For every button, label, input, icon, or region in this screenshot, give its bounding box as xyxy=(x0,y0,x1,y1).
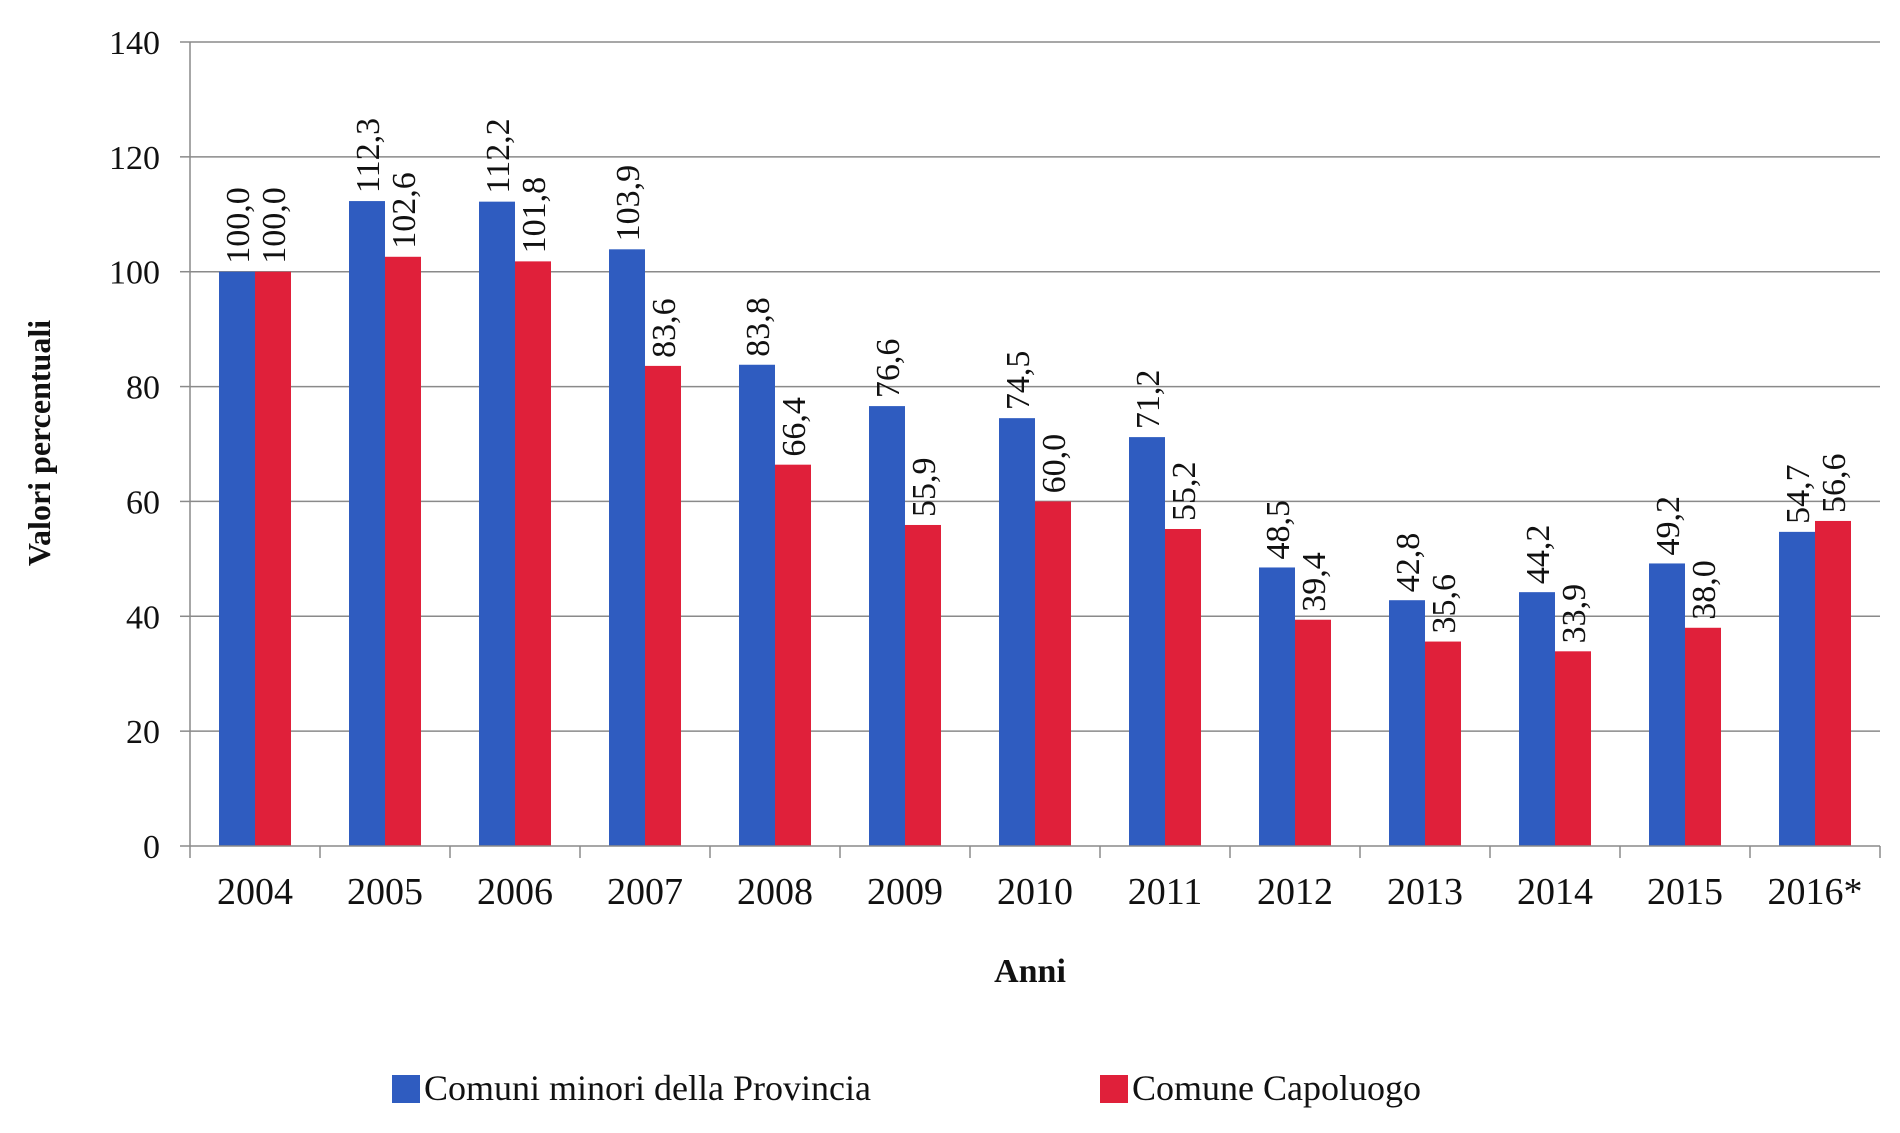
data-label-comuni-minori-2014: 44,2 xyxy=(1520,525,1557,585)
y-tick-labels: 0 20 40 60 80 100 120 140 xyxy=(109,25,160,866)
data-label-comune-capoluogo-2012: 39,4 xyxy=(1296,552,1333,612)
bar-comuni-minori-2012 xyxy=(1259,567,1295,846)
bar-comuni-minori-2015 xyxy=(1649,563,1685,846)
data-label-comuni-minori-2016: 54,7 xyxy=(1780,464,1817,524)
bar-comune-capoluogo-2010 xyxy=(1035,501,1071,846)
y-tick-label-20: 20 xyxy=(126,714,160,751)
bar-comune-capoluogo-2005 xyxy=(385,256,421,847)
x-tick-labels: 2004 2005 2006 2007 2008 2009 2010 2011 2012 2013… xyxy=(217,871,1863,913)
bar-comune-capoluogo-2006 xyxy=(515,261,551,846)
bars xyxy=(219,201,1851,847)
x-tick-label-2005: 2005 xyxy=(347,871,423,913)
legend-label-comuni-minori: Comuni minori della Provincia xyxy=(424,1068,871,1108)
data-label-comune-capoluogo-2005: 102,6 xyxy=(386,172,423,249)
x-tick-label-2011: 2011 xyxy=(1128,871,1203,913)
x-tick-label-2008: 2008 xyxy=(737,871,813,913)
bar-comuni-minori-2008 xyxy=(739,364,775,846)
y-tick-label-40: 40 xyxy=(126,599,160,636)
x-tick-label-2015: 2015 xyxy=(1647,871,1723,913)
x-tick-label-2010: 2010 xyxy=(997,871,1073,913)
x-tick-label-2012: 2012 xyxy=(1257,871,1333,913)
bar-comuni-minori-2006 xyxy=(479,201,515,846)
bar-comuni-minori-2011 xyxy=(1129,437,1165,846)
data-label-comune-capoluogo-2009: 55,9 xyxy=(906,457,943,517)
data-labels: 100,0 112,3 112,2 103,9 83,8 76,6 74,5 71,2 48,5… xyxy=(220,118,1853,643)
data-label-comuni-minori-2008: 83,8 xyxy=(740,297,777,357)
bar-comune-capoluogo-2015 xyxy=(1685,627,1721,846)
data-label-comune-capoluogo-2007: 83,6 xyxy=(646,298,683,358)
data-label-comune-capoluogo-2014: 33,9 xyxy=(1556,584,1593,644)
data-label-comuni-minori-2012: 48,5 xyxy=(1260,500,1297,560)
data-label-comune-capoluogo-2006: 101,8 xyxy=(516,177,553,254)
bar-comune-capoluogo-2004 xyxy=(255,271,291,846)
bar-comune-capoluogo-2013 xyxy=(1425,641,1461,846)
data-label-comuni-minori-2009: 76,6 xyxy=(870,339,907,399)
y-tick-label-0: 0 xyxy=(143,829,160,866)
bar-comuni-minori-2007 xyxy=(609,249,645,846)
data-label-comune-capoluogo-2016: 56,6 xyxy=(1816,453,1853,513)
data-label-comuni-minori-2010: 74,5 xyxy=(1000,351,1037,411)
y-tick-label-120: 120 xyxy=(109,140,160,177)
data-label-comuni-minori-2006: 112,2 xyxy=(480,118,517,193)
bar-comuni-minori-2014 xyxy=(1519,592,1555,846)
data-label-comuni-minori-2011: 71,2 xyxy=(1130,370,1167,430)
legend-swatch-comune-capoluogo xyxy=(1100,1075,1128,1103)
x-tick-label-2016: 2016* xyxy=(1768,871,1863,913)
bar-comuni-minori-2013 xyxy=(1389,600,1425,846)
bar-comuni-minori-2004 xyxy=(219,271,255,846)
data-label-comune-capoluogo-2011: 55,2 xyxy=(1166,461,1203,521)
data-label-comune-capoluogo-2010: 60,0 xyxy=(1036,434,1073,494)
y-axis-title: Valori percentuali xyxy=(21,320,57,566)
bar-comuni-minori-2010 xyxy=(999,418,1035,846)
data-label-comuni-minori-2005: 112,3 xyxy=(350,118,387,193)
x-tick-label-2006: 2006 xyxy=(477,871,553,913)
bar-comuni-minori-2005 xyxy=(349,201,385,846)
bar-comune-capoluogo-2007 xyxy=(645,365,681,846)
y-tick-label-140: 140 xyxy=(109,25,160,62)
data-label-comune-capoluogo-2004: 100,0 xyxy=(256,187,293,264)
x-tick-label-2013: 2013 xyxy=(1387,871,1463,913)
data-label-comune-capoluogo-2015: 38,0 xyxy=(1686,560,1723,620)
bar-comune-capoluogo-2008 xyxy=(775,464,811,846)
data-label-comuni-minori-2015: 49,2 xyxy=(1650,496,1687,556)
y-tick-label-60: 60 xyxy=(126,484,160,521)
bar-comune-capoluogo-2014 xyxy=(1555,651,1591,846)
legend-swatch-comuni-minori xyxy=(392,1075,420,1103)
bar-comune-capoluogo-2011 xyxy=(1165,528,1201,846)
x-tick-label-2007: 2007 xyxy=(607,871,683,913)
y-tick-label-100: 100 xyxy=(109,255,160,292)
data-label-comuni-minori-2004: 100,0 xyxy=(220,187,257,264)
legend: Comuni minori della Provincia Comune Cap… xyxy=(392,1068,1421,1108)
bar-comuni-minori-2009 xyxy=(869,406,905,846)
data-label-comuni-minori-2007: 103,9 xyxy=(610,165,647,242)
bar-comune-capoluogo-2009 xyxy=(905,524,941,846)
x-axis-title: Anni xyxy=(994,953,1066,990)
x-tick-label-2004: 2004 xyxy=(217,871,293,913)
x-tick-label-2009: 2009 xyxy=(867,871,943,913)
bar-comuni-minori-2016 xyxy=(1779,531,1815,846)
axes xyxy=(180,41,1881,858)
data-label-comune-capoluogo-2008: 66,4 xyxy=(776,397,813,457)
bar-comune-capoluogo-2016 xyxy=(1815,520,1851,846)
y-tick-label-80: 80 xyxy=(126,370,160,407)
x-tick-label-2014: 2014 xyxy=(1517,871,1593,913)
bar-comune-capoluogo-2012 xyxy=(1295,619,1331,846)
data-label-comuni-minori-2013: 42,8 xyxy=(1390,533,1427,593)
legend-label-comune-capoluogo: Comune Capoluogo xyxy=(1132,1068,1421,1108)
data-label-comune-capoluogo-2013: 35,6 xyxy=(1426,574,1463,634)
